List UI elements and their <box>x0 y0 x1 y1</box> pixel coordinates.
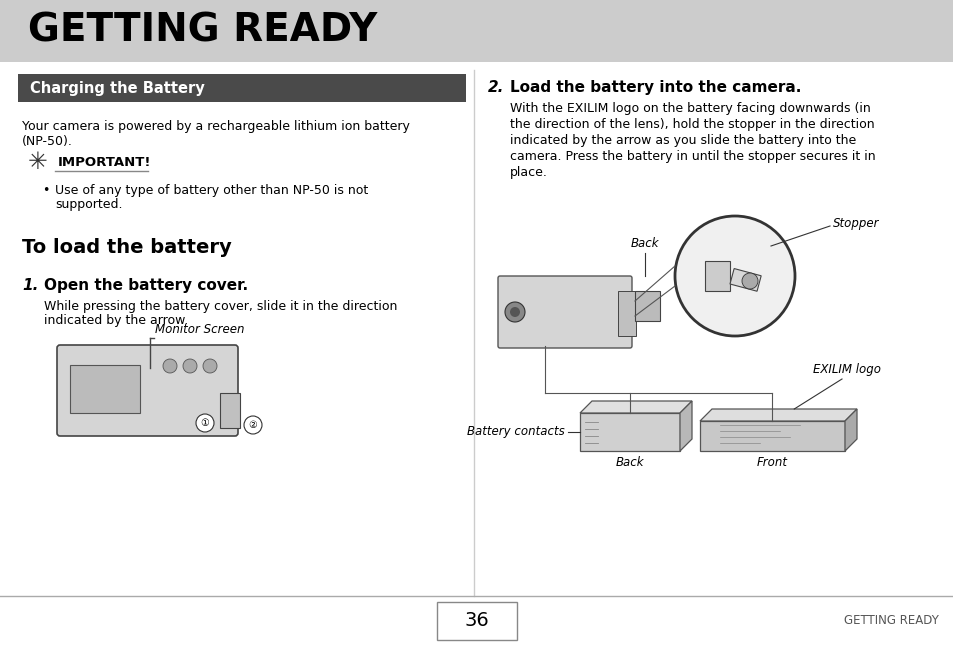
Text: GETTING READY: GETTING READY <box>843 614 938 627</box>
Bar <box>0 0 953 62</box>
Text: camera. Press the battery in until the stopper secures it in: camera. Press the battery in until the s… <box>510 150 875 163</box>
Text: 1.: 1. <box>22 278 38 293</box>
Text: supported.: supported. <box>55 198 122 211</box>
Text: indicated by the arrow.: indicated by the arrow. <box>44 314 188 327</box>
Text: EXILIM logo: EXILIM logo <box>812 363 880 376</box>
Polygon shape <box>579 401 691 413</box>
Circle shape <box>195 414 213 432</box>
Text: Front: Front <box>757 456 787 469</box>
Text: ✳: ✳ <box>28 150 48 174</box>
Text: indicated by the arrow as you slide the battery into the: indicated by the arrow as you slide the … <box>510 134 856 147</box>
Text: While pressing the battery cover, slide it in the direction: While pressing the battery cover, slide … <box>44 300 397 313</box>
Text: Monitor Screen: Monitor Screen <box>154 323 244 336</box>
FancyBboxPatch shape <box>57 345 237 436</box>
Circle shape <box>510 307 519 317</box>
Text: Use of any type of battery other than NP-50 is not: Use of any type of battery other than NP… <box>55 184 368 197</box>
Text: Back: Back <box>630 237 659 250</box>
Text: 36: 36 <box>464 612 489 630</box>
Bar <box>70 365 140 413</box>
Text: Battery contacts: Battery contacts <box>467 426 564 439</box>
Text: ①: ① <box>200 418 209 428</box>
Text: •: • <box>42 184 50 197</box>
Circle shape <box>203 359 216 373</box>
Text: GETTING READY: GETTING READY <box>28 12 376 50</box>
Text: Your camera is powered by a rechargeable lithium ion battery: Your camera is powered by a rechargeable… <box>22 120 410 133</box>
Text: IMPORTANT!: IMPORTANT! <box>58 156 152 169</box>
Text: Open the battery cover.: Open the battery cover. <box>44 278 248 293</box>
FancyBboxPatch shape <box>497 276 631 348</box>
Bar <box>729 269 760 291</box>
Bar <box>18 74 465 102</box>
Circle shape <box>244 416 262 434</box>
Text: ②: ② <box>249 420 257 430</box>
Text: Charging the Battery: Charging the Battery <box>30 81 205 96</box>
Text: Load the battery into the camera.: Load the battery into the camera. <box>510 80 801 95</box>
Bar <box>220 393 240 428</box>
Text: place.: place. <box>510 166 547 179</box>
Bar <box>579 413 679 451</box>
Bar <box>700 421 844 451</box>
Text: 2.: 2. <box>488 80 504 95</box>
Text: To load the battery: To load the battery <box>22 238 232 257</box>
Bar <box>436 602 517 640</box>
Circle shape <box>183 359 196 373</box>
Circle shape <box>163 359 177 373</box>
Text: Back: Back <box>615 456 643 469</box>
Text: the direction of the lens), hold the stopper in the direction: the direction of the lens), hold the sto… <box>510 118 874 131</box>
Polygon shape <box>700 409 856 421</box>
Polygon shape <box>679 401 691 451</box>
Polygon shape <box>844 409 856 451</box>
Text: Stopper: Stopper <box>832 218 879 231</box>
Text: (NP-50).: (NP-50). <box>22 135 72 148</box>
Circle shape <box>741 273 758 289</box>
Bar <box>635 291 659 321</box>
Text: With the EXILIM logo on the battery facing downwards (in: With the EXILIM logo on the battery faci… <box>510 102 870 115</box>
Circle shape <box>504 302 524 322</box>
Circle shape <box>675 216 794 336</box>
Bar <box>704 261 729 291</box>
Bar <box>618 291 636 336</box>
